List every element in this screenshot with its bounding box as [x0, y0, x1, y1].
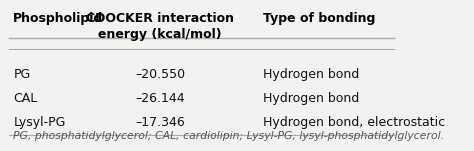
Text: –20.550: –20.550 — [135, 68, 185, 81]
Text: Phospholipid: Phospholipid — [13, 12, 103, 25]
Text: PG: PG — [13, 68, 30, 81]
Text: CDOCKER interaction
energy (kcal/mol): CDOCKER interaction energy (kcal/mol) — [86, 12, 234, 41]
Text: –26.144: –26.144 — [135, 92, 185, 105]
Text: Lysyl-PG: Lysyl-PG — [13, 116, 66, 129]
Text: Hydrogen bond: Hydrogen bond — [263, 92, 359, 105]
Text: Type of bonding: Type of bonding — [263, 12, 375, 25]
Text: –17.346: –17.346 — [135, 116, 185, 129]
Text: Hydrogen bond: Hydrogen bond — [263, 68, 359, 81]
Text: Hydrogen bond, electrostatic: Hydrogen bond, electrostatic — [263, 116, 445, 129]
Text: CAL: CAL — [13, 92, 37, 105]
Text: PG, phosphatidylglycerol; CAL, cardiolipin; Lysyl-PG, lysyl-phosphatidylglycerol: PG, phosphatidylglycerol; CAL, cardiolip… — [13, 131, 445, 141]
